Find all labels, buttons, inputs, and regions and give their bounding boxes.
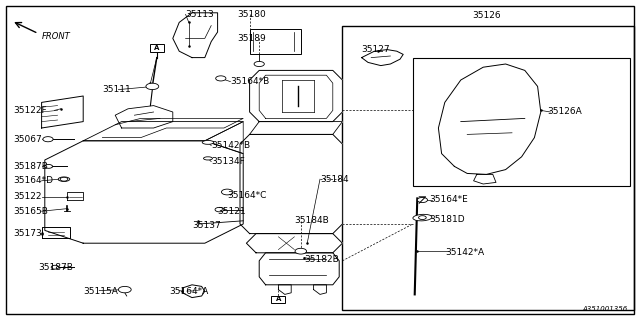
Polygon shape: [246, 234, 342, 253]
Text: 35127: 35127: [362, 45, 390, 54]
Polygon shape: [259, 253, 339, 285]
Text: 35164*C: 35164*C: [227, 191, 267, 200]
Ellipse shape: [202, 140, 214, 144]
Polygon shape: [250, 122, 342, 134]
Circle shape: [60, 177, 68, 181]
Circle shape: [45, 164, 52, 168]
Text: 35180: 35180: [237, 10, 266, 19]
Bar: [271, 296, 285, 303]
Text: 35164*D: 35164*D: [13, 176, 52, 185]
Text: 35189: 35189: [237, 34, 266, 43]
Circle shape: [216, 76, 226, 81]
Text: 35184B: 35184B: [294, 216, 329, 225]
Polygon shape: [240, 134, 342, 234]
Text: 35137: 35137: [192, 221, 221, 230]
Bar: [250, 29, 301, 54]
Text: 35113: 35113: [186, 10, 214, 19]
Polygon shape: [45, 141, 243, 243]
Circle shape: [215, 207, 224, 212]
Text: 35165B: 35165B: [13, 207, 47, 216]
Bar: [150, 44, 164, 52]
Text: 35164*B: 35164*B: [230, 77, 269, 86]
Circle shape: [221, 189, 233, 195]
Ellipse shape: [204, 157, 212, 160]
Polygon shape: [474, 174, 496, 184]
Text: 35122F: 35122F: [13, 106, 47, 115]
Text: 35126: 35126: [472, 12, 500, 20]
Polygon shape: [83, 122, 243, 141]
Polygon shape: [42, 227, 70, 238]
Text: 35067: 35067: [13, 135, 42, 144]
Circle shape: [118, 286, 131, 293]
Ellipse shape: [58, 177, 70, 181]
Text: 35187B: 35187B: [38, 263, 73, 272]
Circle shape: [254, 61, 264, 67]
Text: A351001356: A351001356: [582, 306, 627, 312]
Polygon shape: [205, 122, 243, 154]
Text: 35134F: 35134F: [211, 157, 245, 166]
Text: 35121: 35121: [218, 207, 246, 216]
Text: 35164*A: 35164*A: [170, 287, 209, 296]
Text: 35181D: 35181D: [429, 215, 465, 224]
Polygon shape: [314, 285, 326, 294]
Text: A: A: [276, 296, 281, 302]
Circle shape: [295, 248, 307, 254]
Text: 35115A: 35115A: [83, 287, 118, 296]
Text: 35173: 35173: [13, 229, 42, 238]
Ellipse shape: [413, 214, 432, 221]
Circle shape: [43, 137, 53, 142]
Bar: [413, 58, 630, 186]
Circle shape: [417, 197, 428, 203]
Text: 35142*A: 35142*A: [445, 248, 484, 257]
Text: 35126A: 35126A: [547, 108, 582, 116]
Text: FRONT: FRONT: [42, 32, 70, 41]
Polygon shape: [182, 285, 205, 298]
Text: 35142*B: 35142*B: [211, 141, 250, 150]
Polygon shape: [278, 285, 291, 294]
Polygon shape: [67, 192, 83, 200]
Text: 35182B: 35182B: [304, 255, 339, 264]
Text: 35164*E: 35164*E: [429, 196, 468, 204]
Polygon shape: [173, 13, 218, 58]
Text: 35184: 35184: [320, 175, 349, 184]
Circle shape: [419, 216, 426, 220]
Polygon shape: [250, 70, 342, 122]
Text: A: A: [154, 45, 159, 51]
Polygon shape: [259, 75, 333, 118]
Polygon shape: [115, 106, 173, 128]
Text: 35111: 35111: [102, 85, 131, 94]
Circle shape: [51, 265, 59, 269]
Text: 35122: 35122: [13, 192, 42, 201]
Polygon shape: [42, 96, 83, 128]
Bar: [342, 26, 634, 310]
Text: 35187B: 35187B: [13, 162, 47, 171]
Circle shape: [146, 83, 159, 90]
